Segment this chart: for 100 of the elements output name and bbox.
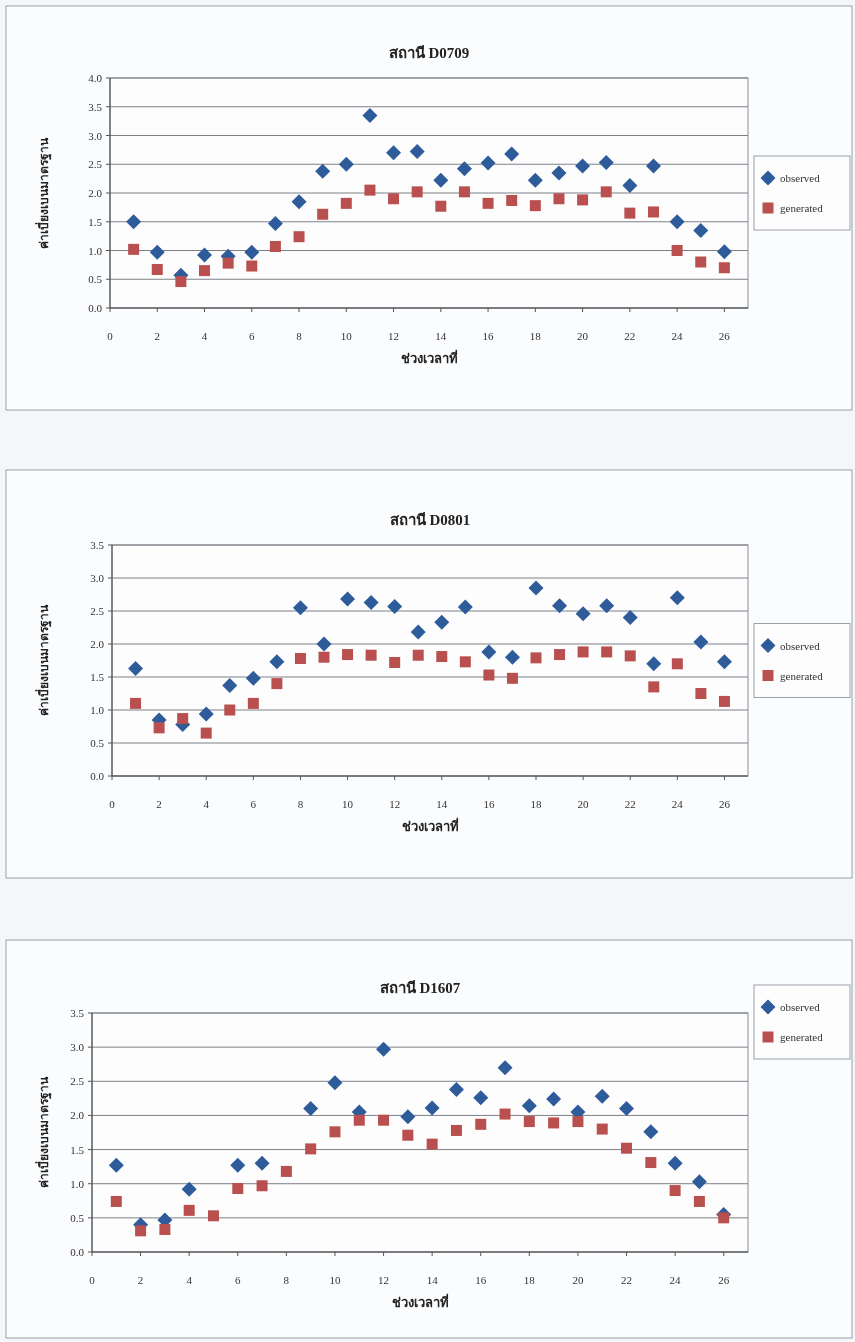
y-tick-label: 0.5 bbox=[70, 1211, 85, 1224]
point bbox=[599, 598, 615, 614]
x-axis-title: ช่วงเวลาที่ bbox=[391, 1293, 449, 1310]
x-tick-label: 18 bbox=[530, 798, 542, 810]
point bbox=[426, 1138, 438, 1150]
point bbox=[622, 610, 638, 626]
point bbox=[529, 200, 541, 212]
point bbox=[575, 158, 591, 174]
point bbox=[108, 1157, 124, 1173]
point bbox=[596, 1123, 608, 1135]
y-tick-label: 0.5 bbox=[88, 273, 103, 286]
x-axis-title: ช่วงเวลาที่ bbox=[401, 817, 459, 834]
y-tick-label: 1.0 bbox=[90, 704, 105, 716]
x-tick-label: 26 bbox=[718, 1274, 730, 1286]
y-tick-label: 3.0 bbox=[88, 129, 103, 142]
x-tick-label: 22 bbox=[621, 1274, 633, 1286]
x-tick-label: 12 bbox=[378, 1274, 390, 1286]
y-tick-label: 0.0 bbox=[88, 302, 103, 314]
x-tick-label: 24 bbox=[671, 330, 684, 342]
point bbox=[497, 1060, 513, 1076]
point bbox=[457, 599, 473, 615]
x-tick-label: 2 bbox=[156, 798, 162, 810]
x-tick-label: 16 bbox=[483, 798, 495, 810]
point bbox=[130, 697, 142, 709]
x-tick-label: 22 bbox=[624, 330, 636, 342]
x-tick-label: 12 bbox=[389, 798, 401, 810]
x-tick-label: 10 bbox=[342, 798, 354, 810]
point bbox=[291, 194, 307, 210]
point bbox=[424, 1100, 440, 1116]
point bbox=[315, 163, 331, 179]
point bbox=[365, 649, 377, 661]
point bbox=[110, 1195, 122, 1207]
point bbox=[222, 257, 234, 269]
point bbox=[504, 146, 520, 162]
y-tick-label: 2.0 bbox=[88, 187, 103, 199]
point bbox=[376, 1041, 392, 1057]
y-axis-title: ค่าเบี่ยงเบนมาตรฐาน bbox=[35, 136, 52, 249]
x-tick-label: 16 bbox=[475, 1274, 487, 1286]
point bbox=[552, 598, 568, 614]
legend-label: observed bbox=[780, 639, 821, 652]
point bbox=[411, 186, 423, 198]
point bbox=[412, 649, 424, 661]
y-tick-label: 3.5 bbox=[70, 1007, 85, 1019]
x-tick-label: 22 bbox=[624, 798, 636, 810]
point bbox=[244, 244, 260, 260]
x-tick-label: 24 bbox=[671, 798, 684, 810]
point bbox=[198, 706, 214, 722]
y-tick-label: 3.5 bbox=[90, 539, 105, 551]
y-tick-label: 1.5 bbox=[88, 215, 103, 228]
point bbox=[181, 1181, 197, 1197]
point bbox=[271, 678, 283, 690]
y-tick-label: 0.0 bbox=[90, 770, 105, 782]
point bbox=[483, 669, 495, 681]
y-tick-label: 3.5 bbox=[88, 100, 103, 113]
point bbox=[475, 1118, 487, 1130]
x-tick-label: 18 bbox=[523, 1274, 536, 1286]
point bbox=[135, 1225, 147, 1237]
point bbox=[126, 214, 142, 230]
point bbox=[230, 1157, 246, 1173]
point bbox=[177, 713, 189, 725]
point bbox=[480, 155, 496, 171]
point bbox=[329, 1126, 341, 1138]
point bbox=[716, 244, 732, 260]
point bbox=[528, 580, 544, 596]
point bbox=[410, 624, 426, 640]
point bbox=[645, 1157, 657, 1169]
point bbox=[669, 590, 685, 606]
x-tick-label: 14 bbox=[435, 330, 447, 342]
y-tick-label: 2.0 bbox=[90, 638, 105, 650]
point bbox=[527, 172, 543, 188]
point bbox=[459, 656, 471, 668]
point bbox=[601, 646, 613, 658]
chart-title: สถานี D0801 bbox=[389, 512, 471, 528]
point bbox=[718, 1212, 730, 1224]
point bbox=[151, 263, 163, 275]
point bbox=[199, 265, 211, 277]
point bbox=[327, 1075, 343, 1091]
point bbox=[149, 244, 165, 260]
point bbox=[402, 1129, 414, 1141]
point bbox=[448, 1081, 464, 1097]
point bbox=[409, 144, 425, 160]
point bbox=[716, 654, 732, 670]
x-tick-label: 6 bbox=[249, 330, 256, 342]
point bbox=[293, 231, 305, 243]
legend-label: generated bbox=[780, 669, 824, 682]
point bbox=[128, 243, 140, 255]
point bbox=[456, 161, 472, 177]
x-tick-label: 20 bbox=[577, 330, 589, 342]
point bbox=[473, 1090, 489, 1106]
point bbox=[598, 155, 614, 171]
point bbox=[577, 646, 589, 658]
x-tick-label: 2 bbox=[137, 1274, 144, 1286]
point bbox=[624, 650, 636, 662]
point bbox=[572, 1116, 584, 1128]
point bbox=[577, 194, 589, 206]
point bbox=[435, 200, 447, 212]
x-tick-label: 0 bbox=[89, 1274, 96, 1286]
x-tick-label: 26 bbox=[718, 798, 731, 810]
x-tick-label: 0 bbox=[107, 330, 114, 342]
x-tick-label: 14 bbox=[436, 798, 448, 810]
